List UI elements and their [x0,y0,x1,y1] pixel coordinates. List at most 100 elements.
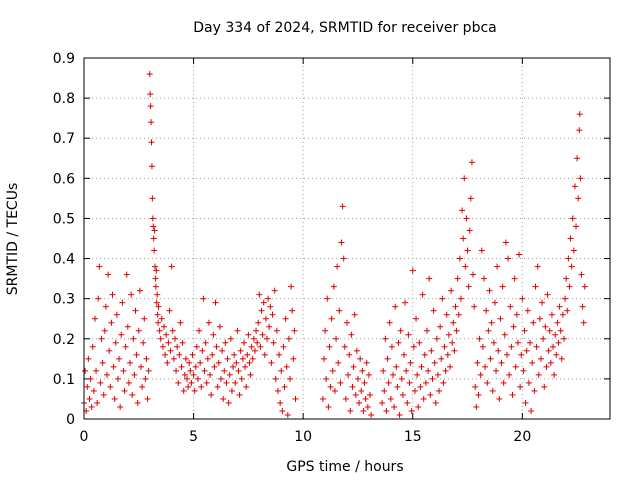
data-point [117,403,124,410]
data-point [436,387,443,394]
data-point [344,319,350,326]
data-point [134,399,141,406]
data-point [524,307,531,314]
y-axis: 0 0.1 0.2 0.3 0.4 0.5 0.6 0.7 0.8 0.9 [53,51,610,428]
data-point [254,339,261,346]
data-point [356,399,363,406]
data-point [235,367,242,374]
data-point [214,383,221,390]
data-point [522,399,529,406]
data-point [193,343,200,350]
data-point [578,271,585,278]
data-point [518,351,525,358]
data-point [151,227,158,234]
data-point [417,383,424,390]
y-tick-label: 0.6 [53,171,75,187]
data-point [475,391,482,398]
data-point [503,351,510,358]
data-point [132,307,139,314]
data-point [202,339,209,346]
data-point [143,355,150,362]
data-point [498,359,505,366]
data-point [187,367,194,374]
data-point [208,391,215,398]
data-point [90,387,97,394]
data-point [361,379,368,386]
data-point [345,371,352,378]
data-point [570,247,577,254]
plot-frame [83,57,611,420]
data-point [405,331,412,338]
data-point [501,331,508,338]
data-point [167,347,174,354]
y-tick-label: 0.7 [53,131,75,147]
data-point [346,351,353,358]
data-point [221,367,228,374]
data-point [338,239,345,246]
y-tick-label: 0.4 [53,252,75,268]
data-point [398,375,405,382]
data-point [540,335,547,342]
data-point [290,355,297,362]
data-point [528,407,535,414]
data-point [149,215,156,222]
data-point [473,403,480,410]
data-point [502,239,509,246]
data-point [243,383,250,390]
data-point [478,247,485,254]
data-point [358,387,365,394]
data-point [392,303,399,310]
data-point [212,299,219,306]
data-point [326,343,333,350]
data-point [551,371,558,378]
data-point [176,351,183,358]
data-point [177,319,184,326]
chart-title: Day 334 of 2024, SRMTID for receiver pbc… [193,20,496,36]
data-point [509,391,516,398]
data-point [197,359,204,366]
data-point [380,367,387,374]
data-point [102,303,109,310]
data-point [482,363,489,370]
data-point [427,391,434,398]
data-point [441,343,448,350]
data-point [287,375,294,382]
data-point [544,291,551,298]
data-point [452,303,459,310]
data-point [350,363,357,370]
data-point [96,263,103,270]
data-point [325,403,332,410]
data-point [207,371,214,378]
data-point [271,287,278,294]
data-point [513,311,520,318]
data-point [232,379,239,386]
y-tick-label: 0.8 [53,91,75,107]
data-point [426,275,433,282]
data-point [339,203,346,210]
data-point [131,371,138,378]
data-point [444,351,451,358]
data-point [368,411,375,418]
data-point [472,383,479,390]
data-point [141,315,148,322]
data-point [219,347,226,354]
data-point [580,319,587,326]
data-point [88,403,95,410]
data-point [164,359,171,366]
data-point [188,379,195,386]
data-point [154,311,161,318]
data-point [166,307,173,314]
data-point [189,351,196,358]
data-point [113,311,120,318]
data-point [137,363,144,370]
data-point [348,331,355,338]
data-point [170,355,177,362]
data-point [160,323,167,330]
data-point [216,323,223,330]
data-point [199,347,206,354]
data-point [483,307,490,314]
data-point [520,367,527,374]
data-point [267,303,274,310]
data-point [245,331,252,338]
data-point [443,311,450,318]
